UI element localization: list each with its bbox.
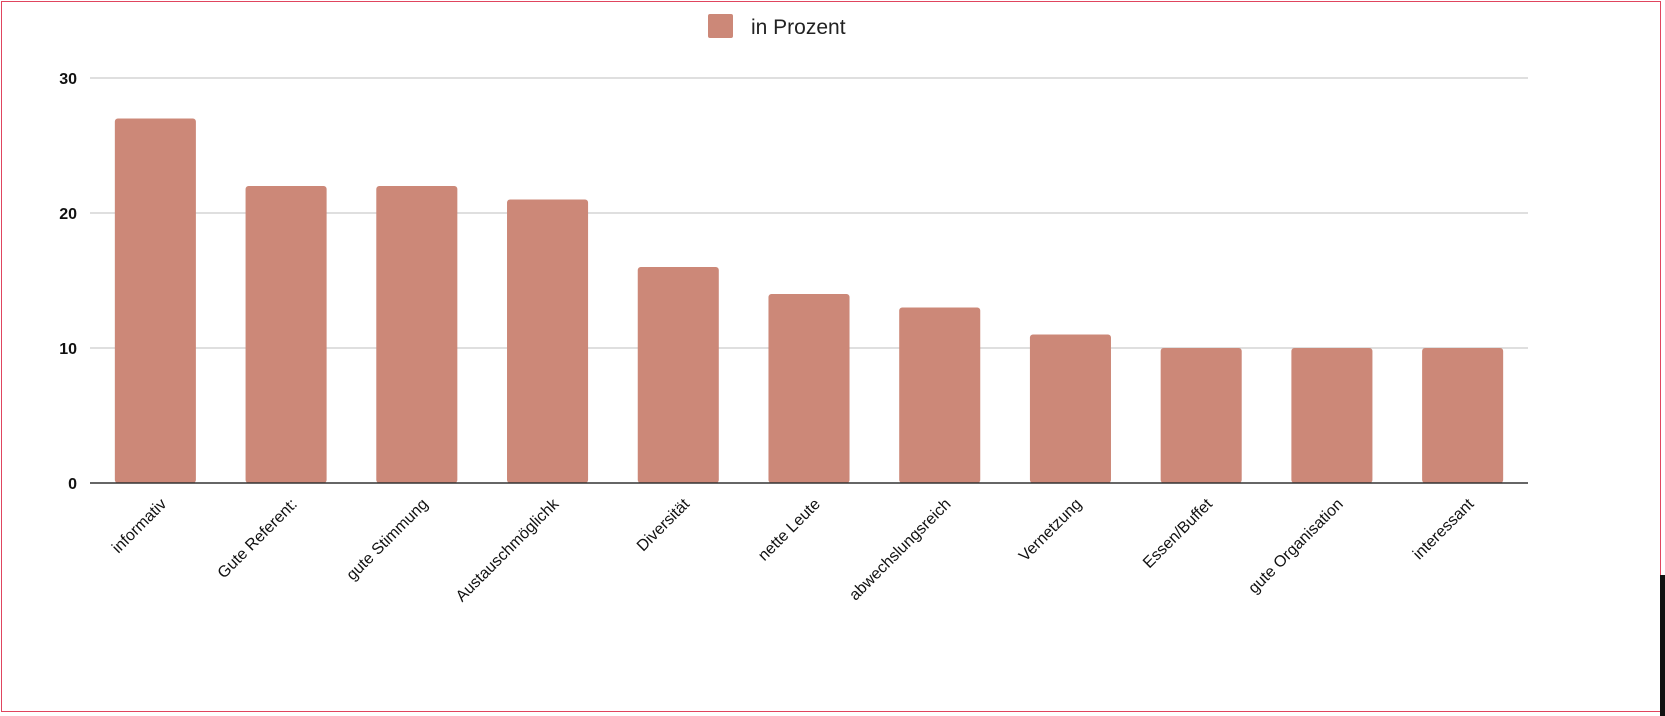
- y-tick-label: 30: [59, 71, 77, 88]
- y-tick-label: 10: [59, 341, 77, 358]
- legend-swatch: [708, 14, 733, 38]
- bar: [1422, 348, 1504, 483]
- bar: [637, 267, 719, 483]
- bar: [899, 307, 981, 483]
- x-category-label: interessant: [1410, 495, 1478, 563]
- x-axis-labels: informativ Gute Referent: gute Stimmung Aus…: [109, 495, 1478, 605]
- x-category-label: gute Organisation: [1245, 496, 1346, 597]
- x-category-label: abwechslungsreich: [846, 496, 954, 604]
- x-category-label: nette Leute: [755, 496, 824, 565]
- x-category-label: informativ: [109, 496, 170, 557]
- y-tick-label: 20: [59, 206, 77, 223]
- bar: [1029, 334, 1111, 483]
- edge-artifact: [1660, 575, 1665, 716]
- x-category-label: gute Stimmung: [344, 496, 432, 584]
- bars: [114, 118, 1504, 483]
- x-category-label: Gute Referent:: [215, 496, 301, 582]
- bar: [245, 186, 327, 483]
- bar: [507, 199, 589, 483]
- bar: [768, 294, 850, 483]
- y-tick-label: 0: [68, 476, 77, 493]
- x-category-label: Essen/Buffet: [1140, 495, 1216, 571]
- bar: [376, 186, 458, 483]
- x-category-label: Diversität: [634, 495, 694, 555]
- bar: [1291, 348, 1373, 483]
- legend-label: in Prozent: [751, 16, 846, 39]
- y-axis-ticks: 0 10 20 30: [59, 71, 77, 493]
- bar: [114, 118, 196, 483]
- legend: in Prozent: [708, 14, 846, 39]
- x-category-label: Austauschmöglichk: [453, 495, 563, 605]
- x-category-label: Vernetzung: [1016, 496, 1085, 565]
- bar: [1160, 348, 1242, 483]
